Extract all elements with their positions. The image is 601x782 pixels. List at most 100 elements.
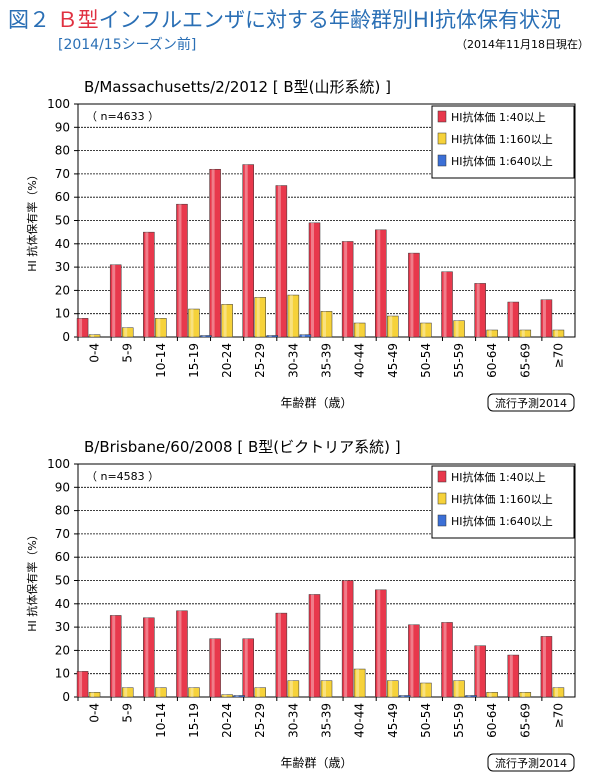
bar-highlight: [289, 680, 293, 697]
bar-highlight: [277, 185, 281, 337]
bar-2: [320, 680, 333, 698]
bar-3: [266, 335, 278, 338]
bar-highlight: [311, 222, 314, 337]
legend-label-1: HI抗体価 1:40以上: [451, 110, 546, 124]
x-tick-label: 0-4: [88, 343, 102, 363]
x-tick-label: 35-39: [320, 343, 334, 378]
bar-highlight: [443, 622, 447, 697]
bar-1: [209, 168, 221, 338]
bar-1: [441, 622, 453, 698]
bar-highlight: [521, 330, 525, 337]
bar-2: [387, 680, 399, 698]
chart-title: B/Brisbane/60/2008 [ B型(ビクトリア系統) ]: [84, 438, 401, 456]
y-tick-label: 40: [55, 237, 70, 251]
legend-swatch-1: [437, 470, 447, 483]
bar-2: [320, 311, 333, 338]
bar-2: [188, 687, 200, 698]
bar-2: [254, 687, 266, 698]
y-axis-label: HI 抗体保有率（%）: [25, 169, 39, 271]
bar-1: [176, 203, 188, 338]
y-tick-label: 10: [55, 307, 70, 321]
as-of-date: （2014年11月18日現在）: [456, 38, 589, 51]
x-tick-label: 5-9: [121, 343, 135, 363]
bar-2: [453, 320, 465, 338]
bar-1: [375, 229, 387, 338]
season-subtitle: [2014/15シーズン前]: [58, 37, 197, 53]
bar-2: [254, 297, 266, 338]
y-tick-label: 90: [55, 480, 70, 494]
y-tick-label: 30: [55, 260, 70, 274]
bar-2: [519, 692, 532, 698]
bar-1: [109, 264, 122, 338]
bar-1: [341, 241, 354, 338]
footnote-text: 流行予測2014: [495, 756, 567, 770]
bar-highlight: [323, 311, 326, 337]
bar-highlight: [356, 669, 360, 697]
bar-2: [221, 694, 233, 698]
y-tick-label: 70: [55, 527, 70, 541]
legend-swatch-2: [437, 132, 447, 145]
bar-highlight: [422, 683, 426, 697]
bar-2: [353, 322, 366, 338]
x-tick-label: 35-39: [320, 703, 334, 738]
x-tick-label: 40-44: [353, 703, 367, 738]
bar-highlight: [344, 241, 348, 337]
bar-2: [486, 329, 498, 338]
bar-highlight: [178, 204, 182, 337]
bar-1: [275, 185, 288, 338]
bar-1: [375, 589, 387, 698]
bar-highlight: [455, 320, 459, 337]
bar-1: [76, 671, 89, 698]
chart-title: B/Massachusetts/2/2012 [ B型(山形系統) ]: [84, 78, 391, 96]
bar-highlight: [476, 283, 480, 337]
bar-highlight: [455, 680, 459, 697]
bar-3: [200, 335, 212, 338]
legend-box: [431, 465, 575, 539]
bar-highlight: [301, 334, 305, 337]
bar-highlight: [509, 655, 513, 697]
bar-2: [88, 334, 101, 338]
bar-highlight: [79, 671, 83, 697]
legend-label-2: HI抗体価 1:160以上: [451, 492, 553, 506]
bar-highlight: [157, 687, 161, 697]
bar-2: [88, 692, 101, 698]
bar-highlight: [467, 695, 471, 697]
x-tick-label: 60-64: [485, 703, 499, 738]
bar-highlight: [509, 302, 513, 337]
bar-highlight: [124, 327, 128, 337]
legend-swatch-3: [437, 514, 447, 527]
bar-2: [221, 304, 233, 338]
bar-highlight: [389, 316, 393, 337]
bar-1: [76, 318, 89, 338]
bar-highlight: [542, 636, 546, 697]
x-tick-label: 40-44: [353, 343, 367, 378]
bar-1: [507, 301, 520, 338]
bar-1: [242, 164, 254, 338]
bar-highlight: [256, 687, 260, 697]
bar-3: [399, 695, 411, 698]
y-tick-label: 60: [55, 550, 70, 564]
bar-highlight: [157, 318, 161, 337]
legend-label-1: HI抗体価 1:40以上: [451, 470, 546, 484]
y-tick-label: 0: [62, 690, 70, 704]
legend-box: [431, 105, 575, 179]
x-axis-label: 年齢群（歳）: [280, 755, 352, 770]
bar-highlight: [202, 335, 206, 337]
x-tick-label: 45-49: [386, 343, 400, 378]
y-tick-label: 90: [55, 120, 70, 134]
y-axis-label: HI 抗体保有率（%）: [25, 529, 39, 631]
bar-1: [341, 580, 354, 698]
footnote-badge: [487, 753, 575, 772]
sample-size: （ n=4633 ）: [86, 110, 159, 123]
x-tick-label: 20-24: [220, 343, 234, 378]
bar-2: [420, 682, 432, 698]
bar-1: [441, 271, 453, 338]
bar-1: [308, 594, 321, 698]
footnote-badge: [487, 393, 575, 412]
bar-2: [121, 687, 134, 698]
bar-2: [552, 687, 565, 698]
x-tick-label: 25-29: [253, 343, 267, 378]
bar-highlight: [91, 334, 95, 337]
bar-1: [176, 610, 188, 698]
y-tick-label: 70: [55, 167, 70, 181]
